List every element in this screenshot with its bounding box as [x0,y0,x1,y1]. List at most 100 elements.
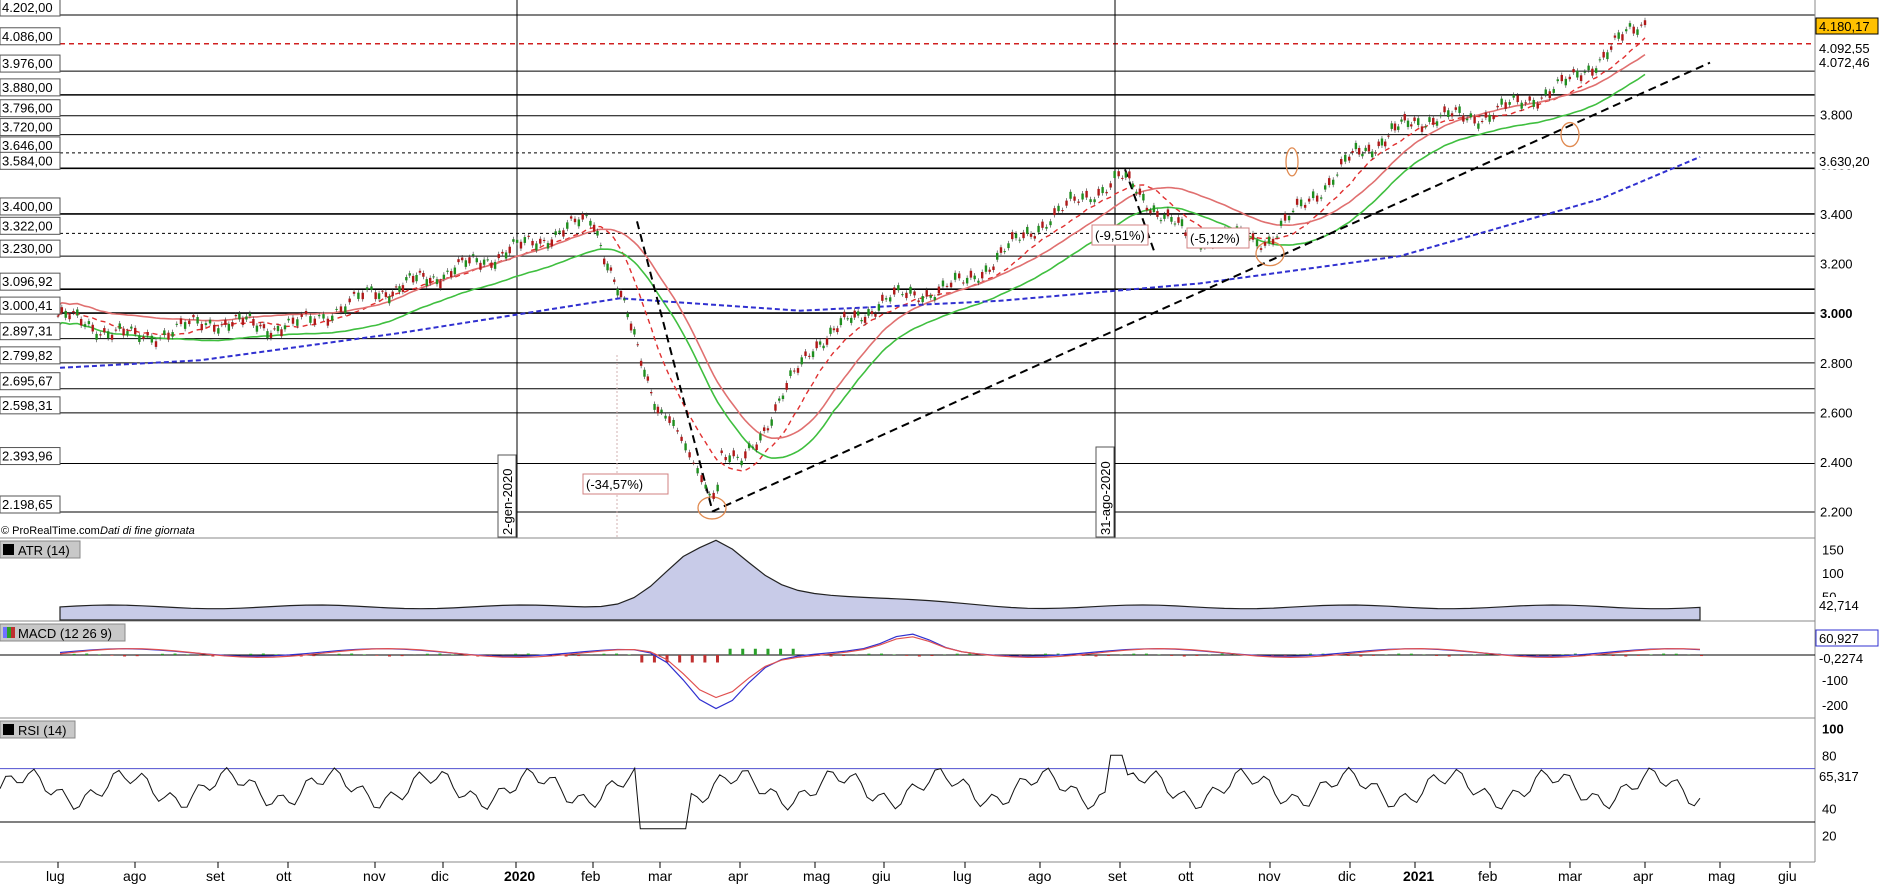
level-label-box [0,99,61,118]
candle-body [381,290,384,292]
level-label-box [0,272,61,291]
candle-body [269,332,273,339]
candle-body [435,279,439,285]
candle-body [460,257,464,261]
price-tag-box [1816,153,1878,169]
candle-body [1029,233,1033,237]
candle-body [106,331,110,339]
candle-body [770,419,773,426]
macd-histogram-bar [514,653,518,655]
candle-body [200,323,203,331]
candle-body [1443,106,1446,113]
candle-body [493,261,497,269]
candle-body [91,324,94,332]
candle-body [843,311,846,318]
candle-body [1131,183,1135,188]
candle-body [1097,188,1100,196]
candle-body [1613,35,1617,38]
x-axis-label: giu [1778,868,1797,884]
candle-body [558,230,561,233]
candle-body [273,328,276,330]
candle-body [1291,210,1295,213]
macd-histogram-bar [388,655,391,657]
candle-body [227,323,231,331]
candle-body [949,282,953,288]
x-axis-label: apr [1633,868,1654,884]
candle-body [1275,236,1279,238]
candle-body [1598,59,1602,61]
candle-body [562,230,565,237]
price-tick-label: 2.600 [1820,405,1853,420]
price-tick-label: 3.400 [1820,207,1853,222]
candle-body [482,259,486,265]
candle-body [245,316,248,320]
candle-body [853,310,856,318]
candle-body [884,298,888,300]
macd-histogram-bar [1460,655,1464,656]
candle-body [1003,251,1006,253]
candle-body [1560,74,1563,82]
candle-body [103,328,106,333]
candle-body [1307,198,1311,202]
candle-body [304,311,308,315]
candle-body [1462,115,1465,122]
candle-body [1105,191,1108,194]
candle-body [684,443,687,451]
macd-histogram-bar [1636,655,1640,656]
candle-body [680,436,683,441]
candle-body [606,263,609,271]
candle-body [724,456,727,461]
candle-body [1121,177,1124,179]
candle-body [296,319,299,326]
level-label: 3.796,00 [2,101,53,116]
macd-histogram-bar [350,653,354,655]
candle-body [504,252,508,259]
level-label: 3.976,00 [2,56,53,71]
macd-histogram-bar [1359,655,1363,657]
candle-body [759,433,762,441]
candle-body [154,341,158,347]
highlight-ellipse [1255,241,1285,267]
candle-body [1536,103,1539,109]
level-label-box [0,346,61,365]
candle-body [1576,70,1579,78]
candle-body [401,285,405,292]
candle-body [629,323,633,331]
candle-body [442,274,446,279]
macd-histogram-bar [1094,655,1098,657]
candle-body [846,318,849,320]
candle-body [1628,23,1632,27]
candle-body [720,450,723,454]
candle-body [633,329,636,335]
macd-histogram-bar [652,655,656,663]
candle-body [1251,233,1255,240]
candle-body [1142,193,1145,201]
candle-body [1007,243,1010,249]
candle-body [446,270,449,272]
candle-body [1128,171,1131,179]
annotation-box [1186,227,1250,249]
candle-body [217,328,220,334]
candle-body [589,220,592,226]
candle-body [1420,126,1424,132]
candle-body [850,317,853,323]
candle-body [811,351,815,358]
candle-body [326,318,330,326]
candle-body [639,360,643,366]
candle-body [1361,153,1364,157]
candle-body [592,224,596,232]
candle-body [1473,116,1476,124]
candle-body [736,456,739,458]
candle-body [1351,150,1354,153]
macd-histogram-bar [1435,655,1439,656]
candle-body [696,468,699,474]
candle-body [1403,114,1406,121]
candle-body [146,332,149,336]
candle-body [262,324,266,329]
candle-body [877,304,881,311]
candle-body [766,428,770,431]
candle-body [1370,151,1374,158]
candle-body [1069,191,1072,199]
candle-body [1014,233,1018,239]
vertical-date-label: 31-ago-2020 [1098,461,1113,535]
